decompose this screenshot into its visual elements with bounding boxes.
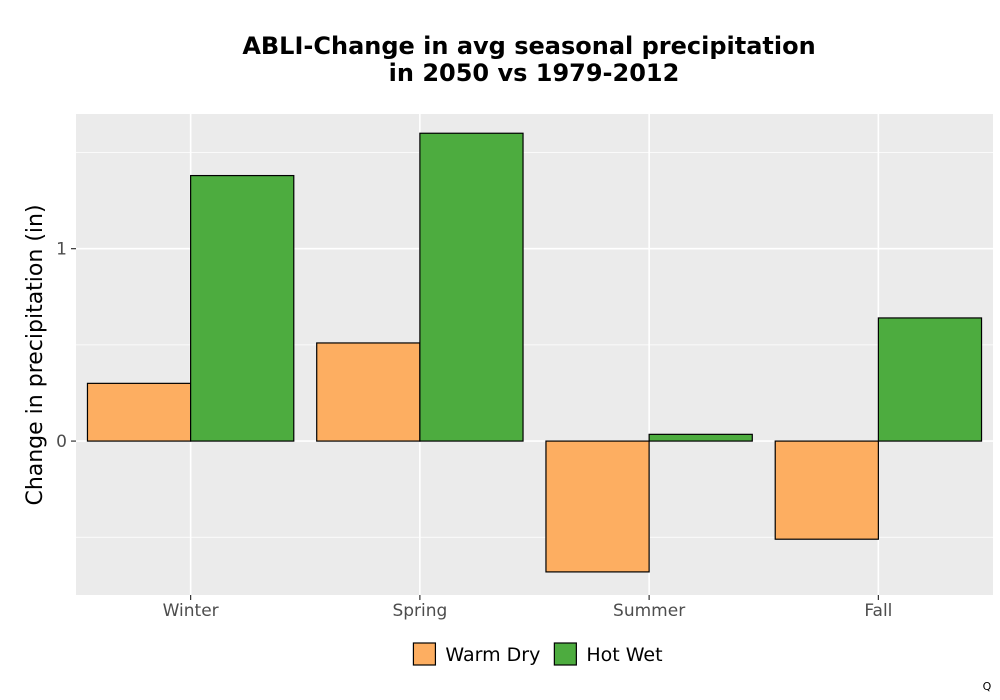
y-tick-label: 0 — [56, 432, 67, 452]
bar-hot-wet-summer — [648, 433, 753, 442]
y-tick-label: 1 — [56, 240, 67, 260]
x-tick-label: Spring — [392, 601, 447, 621]
y-axis: 01 — [56, 240, 76, 452]
legend-key-warm-dry — [412, 642, 437, 666]
legend: Warm Dry Hot Wet — [412, 642, 663, 666]
bar-hot-wet-spring — [419, 132, 524, 442]
x-tick-label: Winter — [163, 601, 219, 621]
legend-label-warm-dry: Warm Dry — [445, 644, 540, 666]
footnote: Q — [983, 680, 992, 693]
x-tick-label: Fall — [864, 601, 892, 621]
legend-label-hot-wet: Hot Wet — [586, 644, 662, 666]
x-tick-label: Summer — [613, 601, 685, 621]
bar-hot-wet-fall — [877, 317, 983, 442]
legend-key-hot-wet — [553, 642, 577, 666]
bar-warm-dry-summer — [545, 440, 650, 573]
bars — [86, 132, 983, 573]
bar-warm-dry-winter — [86, 382, 192, 442]
x-axis: Winter Spring Summer Fall — [163, 595, 892, 621]
bar-hot-wet-winter — [190, 174, 295, 442]
chart-title-line-1: ABLI-Change in avg seasonal precipitatio… — [242, 32, 815, 60]
y-axis-title: Change in precipitation (in) — [23, 204, 48, 505]
chart-title-line-2: in 2050 vs 1979-2012 — [389, 59, 680, 87]
bar-warm-dry-spring — [316, 342, 421, 442]
bar-warm-dry-fall — [774, 440, 879, 540]
